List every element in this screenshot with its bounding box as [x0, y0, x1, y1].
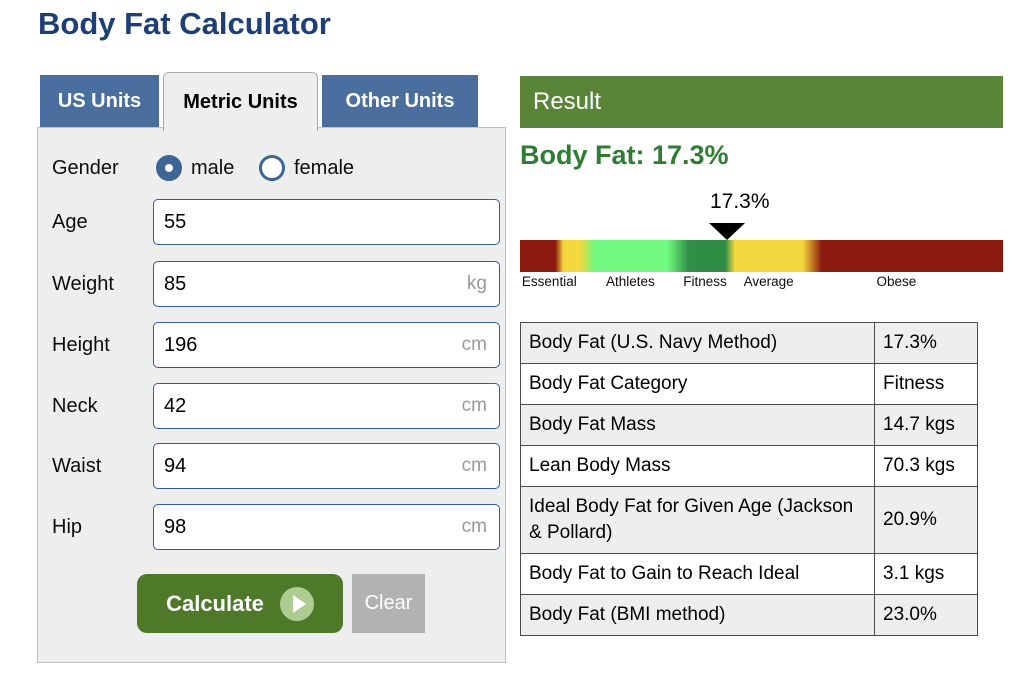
gender-label: Gender: [52, 157, 119, 179]
row-label: Lean Body Mass: [520, 445, 875, 487]
row-value: 70.3 kgs: [874, 445, 978, 487]
male-radio-label[interactable]: male: [191, 157, 235, 179]
hip-row: Hip cm: [38, 504, 505, 550]
body-fat-scale: 17.3% Essential Athletes Fitness Average…: [520, 190, 1003, 295]
row-value: 20.9%: [874, 486, 978, 554]
neck-row: Neck cm: [38, 383, 505, 429]
clear-button[interactable]: Clear: [352, 574, 425, 633]
table-row: Body Fat (BMI method) 23.0%: [520, 594, 978, 636]
waist-unit: cm: [461, 455, 487, 476]
height-input[interactable]: [153, 322, 500, 368]
row-label: Body Fat Category: [520, 363, 875, 405]
table-row: Body Fat Category Fitness: [520, 363, 978, 405]
waist-label: Waist: [52, 455, 102, 477]
table-row: Body Fat Mass 14.7 kgs: [520, 404, 978, 446]
calculate-button[interactable]: Calculate: [137, 574, 343, 633]
row-value: Fitness: [874, 363, 978, 405]
tab-metric-units[interactable]: Metric Units: [163, 72, 318, 131]
table-row: Ideal Body Fat for Given Age (Jackson & …: [520, 486, 978, 554]
row-label: Body Fat to Gain to Reach Ideal: [520, 553, 875, 595]
hip-input[interactable]: [153, 504, 500, 550]
female-radio-label[interactable]: female: [294, 157, 355, 179]
height-row: Height cm: [38, 322, 505, 368]
gender-row: Gender male female: [38, 153, 505, 183]
result-header: Result: [520, 76, 1003, 128]
age-label: Age: [52, 211, 88, 233]
age-input[interactable]: [153, 199, 500, 245]
waist-row: Waist cm: [38, 443, 505, 489]
table-row: Body Fat to Gain to Reach Ideal 3.1 kgs: [520, 553, 978, 595]
category-scale-bar: [520, 240, 1003, 272]
scale-marker-icon: [708, 223, 745, 240]
tab-us-units[interactable]: US Units: [40, 75, 159, 127]
hip-label: Hip: [52, 516, 83, 538]
weight-input[interactable]: [153, 261, 500, 307]
result-table: Body Fat (U.S. Navy Method) 17.3% Body F…: [520, 322, 978, 636]
height-unit: cm: [461, 334, 487, 355]
weight-row: Weight kg: [38, 261, 505, 307]
height-label: Height: [52, 334, 110, 356]
row-label: Body Fat (BMI method): [520, 594, 875, 636]
play-arrow-icon: [279, 586, 314, 621]
row-value: 23.0%: [874, 594, 978, 636]
neck-input[interactable]: [153, 383, 500, 429]
neck-unit: cm: [461, 395, 487, 416]
row-value: 14.7 kgs: [874, 404, 978, 446]
row-label: Body Fat Mass: [520, 404, 875, 446]
neck-label: Neck: [52, 395, 98, 417]
scale-label-fitness: Fitness: [683, 274, 727, 289]
age-row: Age: [38, 199, 505, 245]
scale-label-essential: Essential: [521, 274, 577, 289]
weight-label: Weight: [52, 273, 114, 295]
male-radio[interactable]: [156, 155, 182, 181]
scale-marker-value: 17.3%: [709, 190, 770, 213]
scale-label-obese: Obese: [876, 274, 917, 289]
scale-label-athletes: Athletes: [605, 274, 655, 289]
row-label: Ideal Body Fat for Given Age (Jackson & …: [520, 486, 875, 554]
row-value: 17.3%: [874, 322, 978, 364]
row-value: 3.1 kgs: [874, 553, 978, 595]
calculator-form-panel: Gender male female Age Weight kg Height: [37, 127, 506, 663]
row-label: Body Fat (U.S. Navy Method): [520, 322, 875, 364]
waist-input[interactable]: [153, 443, 500, 489]
female-radio[interactable]: [259, 155, 285, 181]
page-title: Body Fat Calculator: [38, 6, 331, 41]
weight-unit: kg: [466, 273, 487, 294]
table-row: Lean Body Mass 70.3 kgs: [520, 445, 978, 487]
table-row: Body Fat (U.S. Navy Method) 17.3%: [520, 322, 978, 364]
scale-label-average: Average: [743, 274, 794, 289]
hip-unit: cm: [461, 516, 487, 537]
result-headline: Body Fat: 17.3%: [520, 140, 729, 170]
calculate-button-label: Calculate: [166, 590, 264, 616]
tab-other-units[interactable]: Other Units: [322, 75, 478, 127]
